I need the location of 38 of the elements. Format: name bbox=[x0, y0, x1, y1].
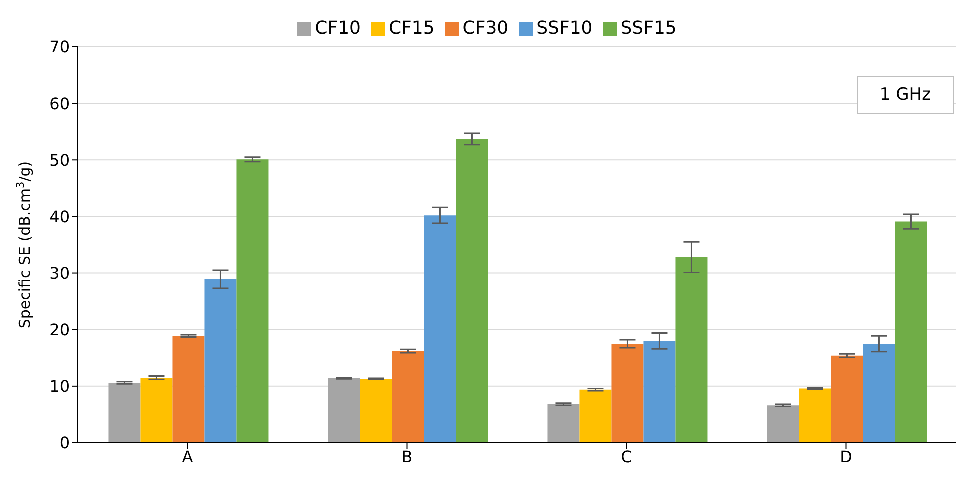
y-tick-label: 0 bbox=[60, 434, 70, 453]
bar bbox=[580, 390, 612, 443]
y-tick-label: 70 bbox=[50, 38, 70, 57]
x-tick-label: B bbox=[402, 447, 413, 466]
bar bbox=[767, 406, 800, 443]
y-tick-label: 30 bbox=[50, 264, 70, 283]
bar bbox=[392, 351, 424, 443]
bar bbox=[456, 139, 488, 443]
x-tick-label: C bbox=[621, 447, 632, 466]
legend-label: CF10 bbox=[315, 18, 361, 39]
bar bbox=[204, 280, 237, 443]
annotation: 1 GHz bbox=[856, 76, 954, 114]
legend-label: CF15 bbox=[388, 18, 435, 39]
legend-label: CF30 bbox=[462, 18, 509, 39]
bar bbox=[863, 344, 896, 443]
y-tick-label: 50 bbox=[50, 150, 70, 170]
bar bbox=[360, 379, 392, 443]
bar bbox=[328, 378, 360, 443]
legend-label: SSF15 bbox=[620, 18, 677, 39]
x-tick-label: A bbox=[182, 447, 194, 466]
bar bbox=[424, 216, 456, 443]
bar bbox=[548, 404, 580, 443]
bar bbox=[831, 356, 864, 443]
y-tick-label: 40 bbox=[50, 207, 70, 226]
bar bbox=[895, 222, 928, 443]
bar bbox=[612, 344, 644, 443]
bar bbox=[172, 336, 205, 443]
bar bbox=[140, 378, 173, 443]
y-tick-label: 20 bbox=[50, 320, 70, 340]
bar bbox=[108, 383, 141, 443]
y-tick-label: 60 bbox=[50, 94, 70, 114]
y-tick-label: 10 bbox=[50, 377, 70, 396]
bar bbox=[676, 257, 708, 443]
bar bbox=[644, 341, 676, 443]
bar bbox=[799, 388, 832, 443]
bar bbox=[236, 160, 269, 443]
x-tick-label: D bbox=[840, 447, 852, 466]
legend-label: SSF10 bbox=[536, 18, 593, 39]
